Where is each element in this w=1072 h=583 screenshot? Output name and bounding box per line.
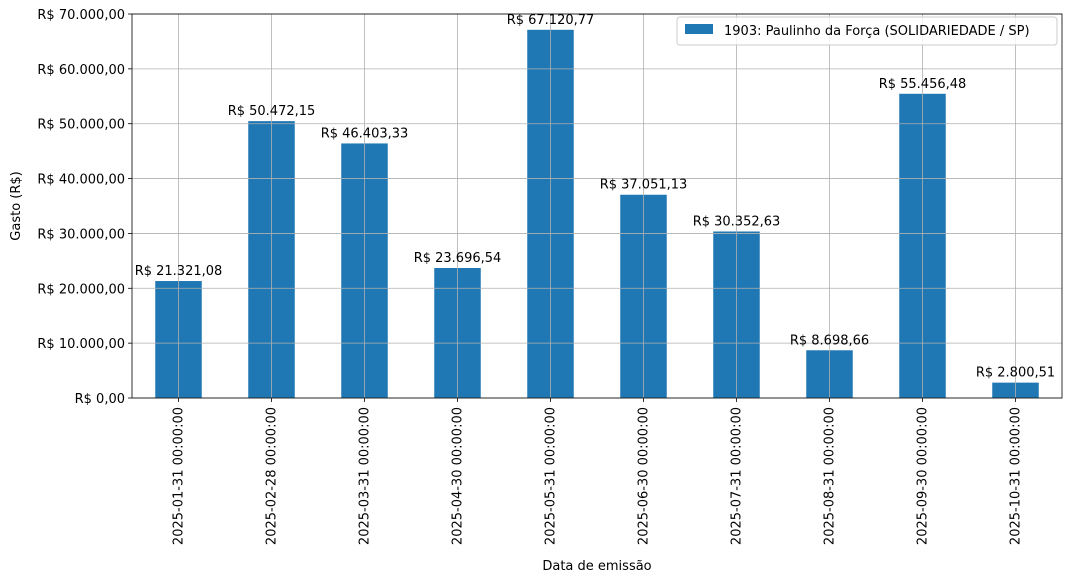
x-tick-label: 2025-08-31 00:00:00: [823, 407, 838, 545]
legend-label: 1903: Paulinho da Força (SOLIDARIEDADE /…: [724, 24, 1030, 39]
bar-value-label: R$ 67.120,77: [507, 13, 595, 28]
grid: [132, 13, 1062, 399]
bar-value-label: R$ 50.472,15: [228, 104, 316, 119]
y-tick-label: R$ 0,00: [75, 392, 125, 407]
bar-value-label: R$ 30.352,63: [693, 214, 781, 229]
bar-value-label: R$ 21.321,08: [135, 264, 223, 279]
y-axis-title: Gasto (R$): [9, 171, 24, 240]
legend: 1903: Paulinho da Força (SOLIDARIEDADE /…: [676, 16, 1058, 46]
x-tick-label: 2025-01-31 00:00:00: [172, 407, 187, 545]
x-tick-label: 2025-05-31 00:00:00: [544, 407, 559, 545]
x-tick-label: 2025-04-30 00:00:00: [451, 407, 466, 545]
plot-frame: [131, 13, 1063, 399]
y-tick-label: R$ 50.000,00: [37, 118, 125, 133]
y-tick-label: R$ 70.000,00: [37, 8, 125, 23]
x-tick-label: 2025-03-31 00:00:00: [358, 407, 373, 545]
data-labels: R$ 21.321,08 R$ 50.472,15 R$ 46.403,33 R$ 2…: [135, 13, 1055, 381]
bar-value-label: R$ 8.698,66: [790, 333, 869, 348]
bar-value-label: R$ 23.696,54: [414, 251, 502, 266]
x-axis-title: Data de emissão: [542, 559, 651, 574]
axes: R$ 0,00 R$ 10.000,00 R$ 20.000,00 R$ 30.000…: [37, 8, 1063, 545]
legend-swatch: [685, 24, 713, 34]
legend-frame: [676, 16, 1058, 46]
y-tick-label: R$ 30.000,00: [37, 227, 125, 242]
x-tick-label: 2025-09-30 00:00:00: [916, 407, 931, 545]
x-tick-label: 2025-06-30 00:00:00: [637, 407, 652, 545]
x-tick-label: 2025-02-28 00:00:00: [265, 407, 280, 545]
y-tick-label: R$ 10.000,00: [37, 337, 125, 352]
bar-value-label: R$ 2.800,51: [976, 366, 1055, 381]
bar-value-label: R$ 46.403,33: [321, 126, 409, 141]
y-tick-label: R$ 40.000,00: [37, 173, 125, 188]
y-tick-label: R$ 20.000,00: [37, 282, 125, 297]
bar-value-label: R$ 37.051,13: [600, 178, 688, 193]
y-tick-label: R$ 60.000,00: [37, 63, 125, 78]
bar-value-label: R$ 55.456,48: [879, 77, 967, 92]
x-tick-label: 2025-07-31 00:00:00: [730, 407, 745, 545]
x-tick-label: 2025-10-31 00:00:00: [1009, 407, 1024, 545]
